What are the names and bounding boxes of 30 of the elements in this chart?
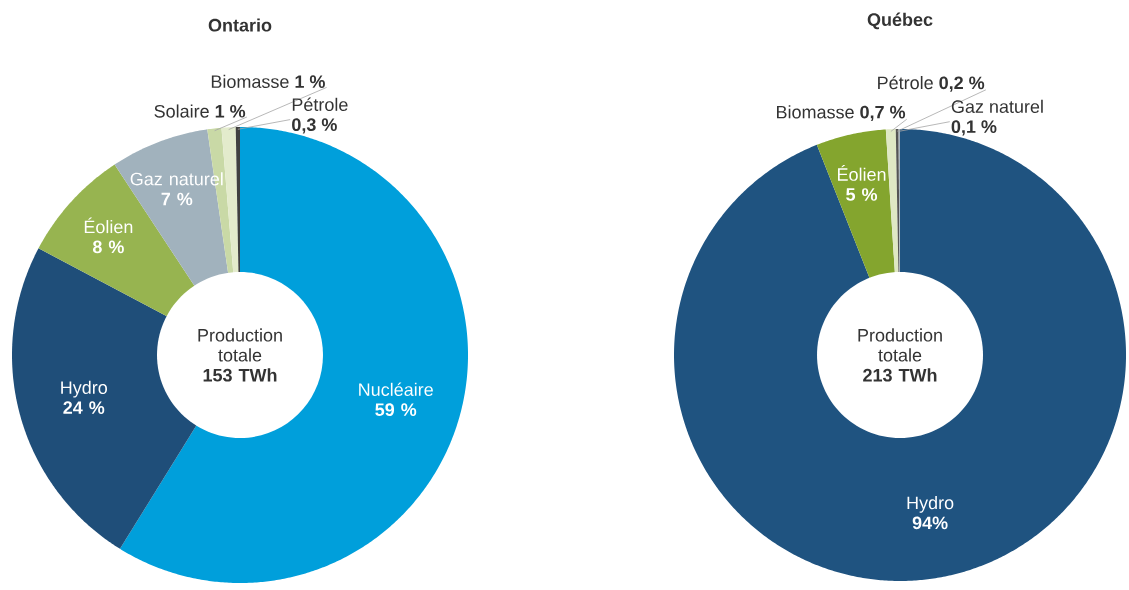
slice-label: Solaire — [154, 104, 209, 118]
slice-label: Hydro — [907, 496, 954, 513]
data-label: 94% — [912, 516, 948, 530]
data-label: 24 % — [63, 401, 105, 414]
data-label: 1 % — [215, 104, 246, 118]
text: Production totale — [198, 328, 282, 362]
data-label: 7 % — [161, 192, 193, 206]
data-label: 59 % — [375, 403, 417, 417]
data-label: 0,7 % — [860, 105, 906, 122]
data-label: 1 % — [295, 75, 325, 88]
chart-title: Québec — [867, 12, 933, 30]
data-label: 0,1 % — [951, 120, 997, 136]
slice-label: Pétrole — [292, 97, 348, 111]
text: 153 TWh — [203, 368, 277, 382]
data-label: 0,3 % — [292, 118, 337, 134]
text: Production totale — [858, 328, 942, 362]
slice-label: Nucléaire — [359, 382, 433, 397]
data-label: 0,2 % — [939, 76, 985, 92]
slice-label: Hydro — [61, 380, 108, 398]
text: 213 TWh — [863, 368, 937, 382]
slice-label: Biomasse — [211, 74, 289, 88]
slice-label: Éolien — [84, 217, 133, 234]
data-label: 5 % — [846, 188, 878, 201]
chart-title: Ontario — [208, 18, 272, 32]
slice-label: Biomasse — [777, 105, 854, 119]
slice-label: Gaz naturel — [130, 172, 223, 186]
slice-label: Éolien — [838, 165, 886, 181]
slice-label: Gaz naturel — [951, 99, 1043, 113]
data-label: 8 % — [92, 240, 124, 254]
slice-label: Pétrole — [878, 75, 933, 90]
